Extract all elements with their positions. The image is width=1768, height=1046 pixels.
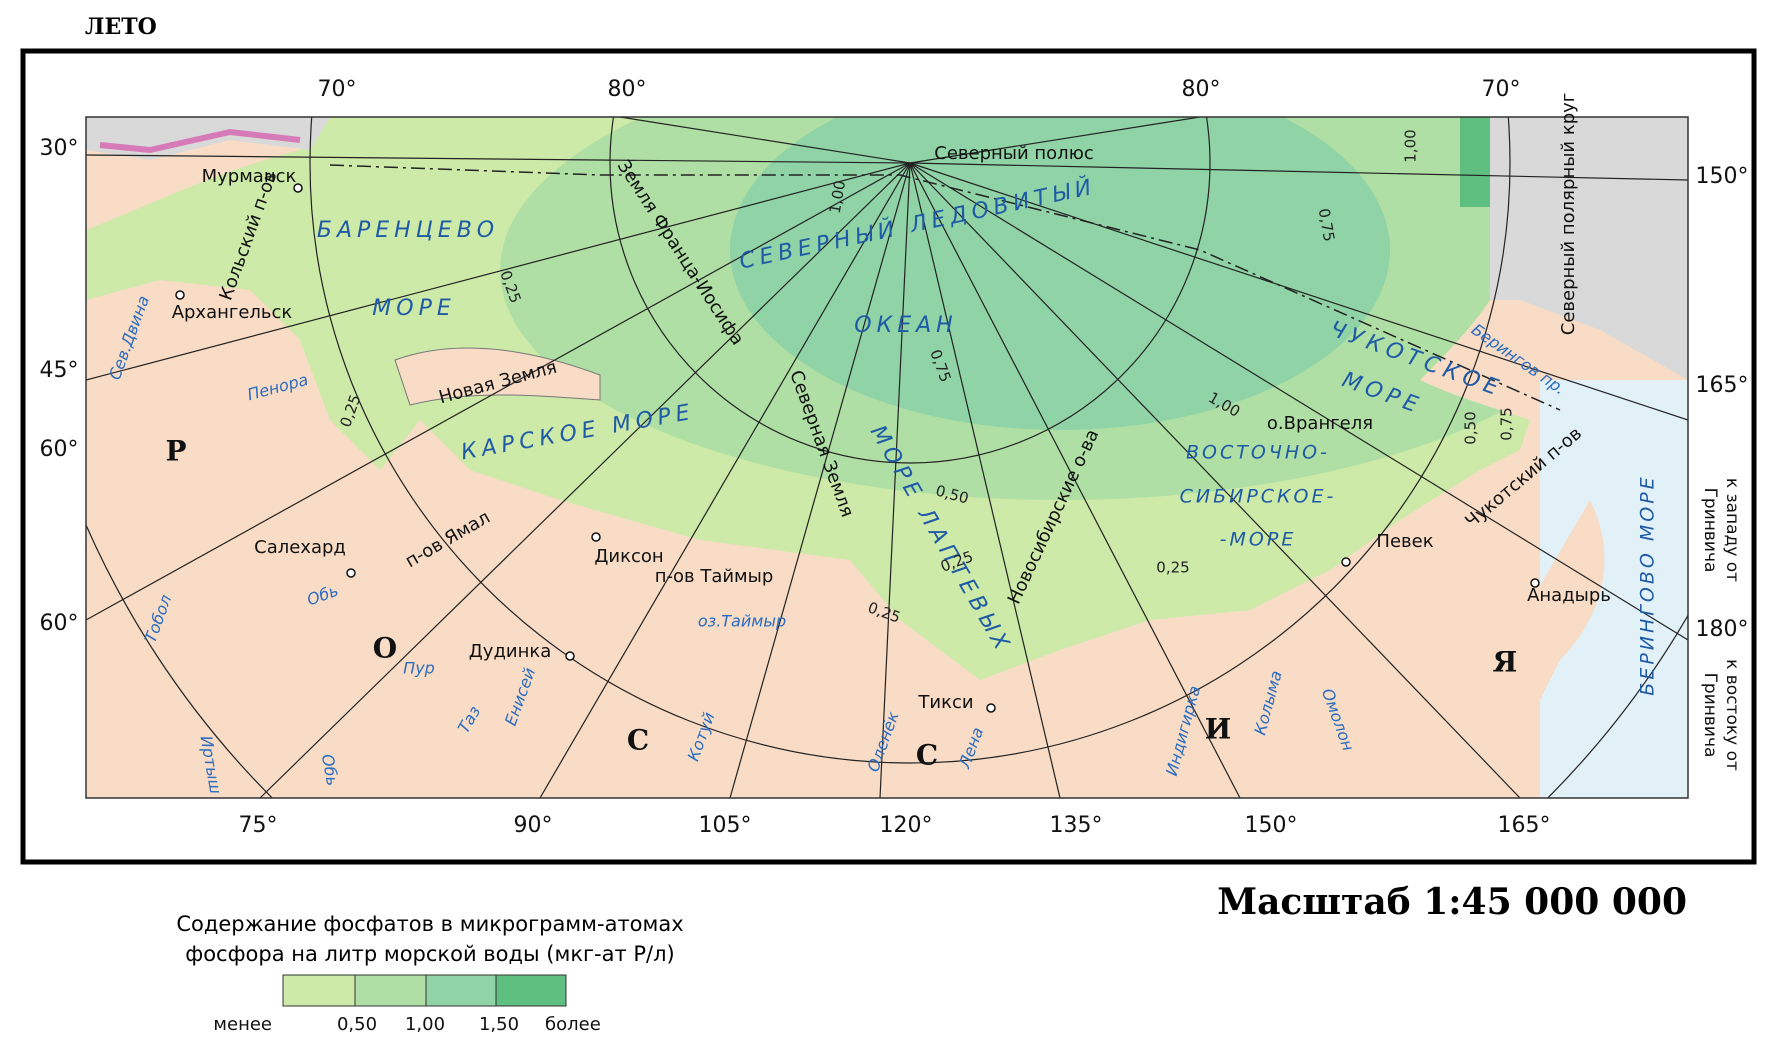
map-label: Певек bbox=[1376, 531, 1433, 552]
legend-swatch bbox=[425, 974, 497, 1007]
map-label: С bbox=[627, 724, 649, 757]
map-label: МОРЕ bbox=[372, 296, 455, 321]
map bbox=[86, 117, 1688, 798]
longitude-label: 70° bbox=[318, 77, 357, 102]
longitude-label: 120° bbox=[880, 813, 933, 838]
latitude-label: 180° bbox=[1696, 617, 1749, 642]
longitude-label: 150° bbox=[1245, 813, 1298, 838]
latitude-label: 165° bbox=[1696, 373, 1749, 398]
map-label: Северный полярный круг bbox=[1558, 93, 1579, 336]
map-label: Тикси bbox=[917, 692, 973, 713]
legend-title: фосфора на литр морской воды (мкг-ат Р/л… bbox=[185, 942, 675, 966]
map-label: Дудинка bbox=[469, 641, 552, 662]
legend-label: 1,00 bbox=[405, 1014, 445, 1035]
legend-swatch bbox=[495, 974, 567, 1007]
map-label: Архангельск bbox=[172, 302, 293, 323]
map-label: Р bbox=[165, 435, 186, 468]
map-label: Салехард bbox=[254, 537, 346, 558]
map-label: С bbox=[916, 739, 938, 772]
meridian-note: Гринвича bbox=[1700, 673, 1720, 758]
isoline-label: 0,75 bbox=[1498, 407, 1516, 440]
meridian-note: Гринвича bbox=[1700, 488, 1720, 573]
isoline-label: 0,25 bbox=[1156, 559, 1189, 577]
legend-swatch bbox=[354, 974, 427, 1007]
map-label: оз.Таймыр bbox=[698, 612, 786, 631]
legend-label: более bbox=[545, 1014, 601, 1035]
map-label: БАРЕНЦЕВО bbox=[317, 218, 499, 243]
latitude-label: 45° bbox=[40, 358, 79, 383]
latitude-label: 30° bbox=[40, 136, 79, 161]
longitude-label: 70° bbox=[1482, 77, 1521, 102]
map-label: п-ов Таймыр bbox=[655, 566, 774, 587]
map-scale: Масштаб 1:45 000 000 bbox=[1217, 881, 1687, 923]
isoline-label: 0,75 bbox=[1315, 207, 1339, 243]
legend-label: менее bbox=[213, 1014, 272, 1035]
legend-title: Содержание фосфатов в микрограмм-атомах bbox=[176, 912, 683, 936]
map-label: ОКЕАН bbox=[854, 313, 957, 338]
legend-label: 0,50 bbox=[337, 1014, 377, 1035]
meridian-note: к западу от bbox=[1722, 478, 1742, 582]
longitude-label: 105° bbox=[699, 813, 752, 838]
map-label: Северный полюс bbox=[934, 143, 1094, 164]
isoline-label: 1,00 bbox=[1402, 129, 1420, 162]
map-label: И bbox=[1205, 713, 1231, 746]
map-label: Мурманск bbox=[202, 166, 297, 187]
map-label: ВОСТОЧНО- bbox=[1186, 442, 1330, 464]
legend-label: 1,50 bbox=[479, 1014, 519, 1035]
latitude-label: 60° bbox=[40, 611, 79, 636]
title: ЛЕТО bbox=[85, 14, 157, 40]
isoline-label: 0,50 bbox=[1462, 411, 1480, 444]
longitude-label: 75° bbox=[239, 813, 278, 838]
meridian-note: к востоку от bbox=[1722, 659, 1742, 771]
map-label: о.Врангеля bbox=[1267, 413, 1373, 434]
longitude-label: 165° bbox=[1498, 813, 1551, 838]
map-label: Диксон bbox=[594, 546, 663, 567]
latitude-label: 60° bbox=[40, 437, 79, 462]
latitude-label: 150° bbox=[1696, 164, 1749, 189]
map-label: Анадырь bbox=[1527, 585, 1611, 606]
longitude-label: 135° bbox=[1050, 813, 1103, 838]
map-label: Пур bbox=[403, 659, 435, 678]
isoline-label: 1,00 bbox=[826, 179, 850, 215]
map-label: БЕРИНГОВО МОРЕ bbox=[1637, 474, 1659, 695]
longitude-label: 80° bbox=[608, 77, 647, 102]
map-label: О bbox=[373, 632, 397, 665]
map-label: СИБИРСКОЕ- bbox=[1180, 486, 1337, 508]
frame bbox=[20, 48, 1757, 865]
map-label: Я bbox=[1493, 646, 1518, 679]
legend-swatch bbox=[282, 974, 356, 1007]
longitude-label: 80° bbox=[1182, 77, 1221, 102]
longitude-label: 90° bbox=[514, 813, 553, 838]
map-label: -МОРЕ bbox=[1220, 529, 1297, 551]
